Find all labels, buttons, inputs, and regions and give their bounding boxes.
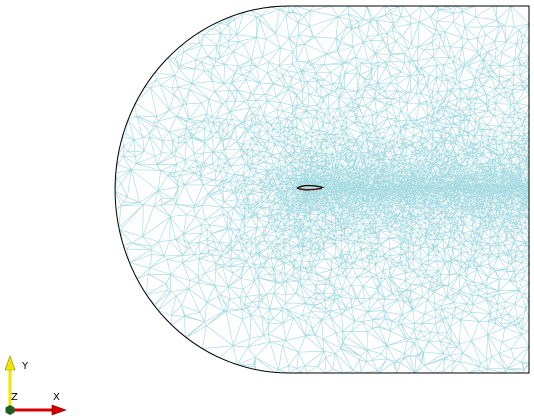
airfoil-outline	[296, 185, 325, 191]
airfoil[interactable]	[296, 184, 325, 191]
x-axis-arrowhead	[51, 404, 67, 416]
origin-marker	[5, 405, 15, 415]
z-axis-label: Z	[11, 392, 18, 403]
x-axis-label: X	[53, 392, 60, 403]
coordinate-triad: Y Z X	[4, 355, 67, 416]
mesh-edges	[115, 6, 530, 373]
y-axis-label: Y	[21, 361, 29, 372]
domain-boundary	[114, 5, 530, 374]
y-axis-arrowhead	[4, 355, 16, 371]
mesh	[115, 6, 530, 373]
